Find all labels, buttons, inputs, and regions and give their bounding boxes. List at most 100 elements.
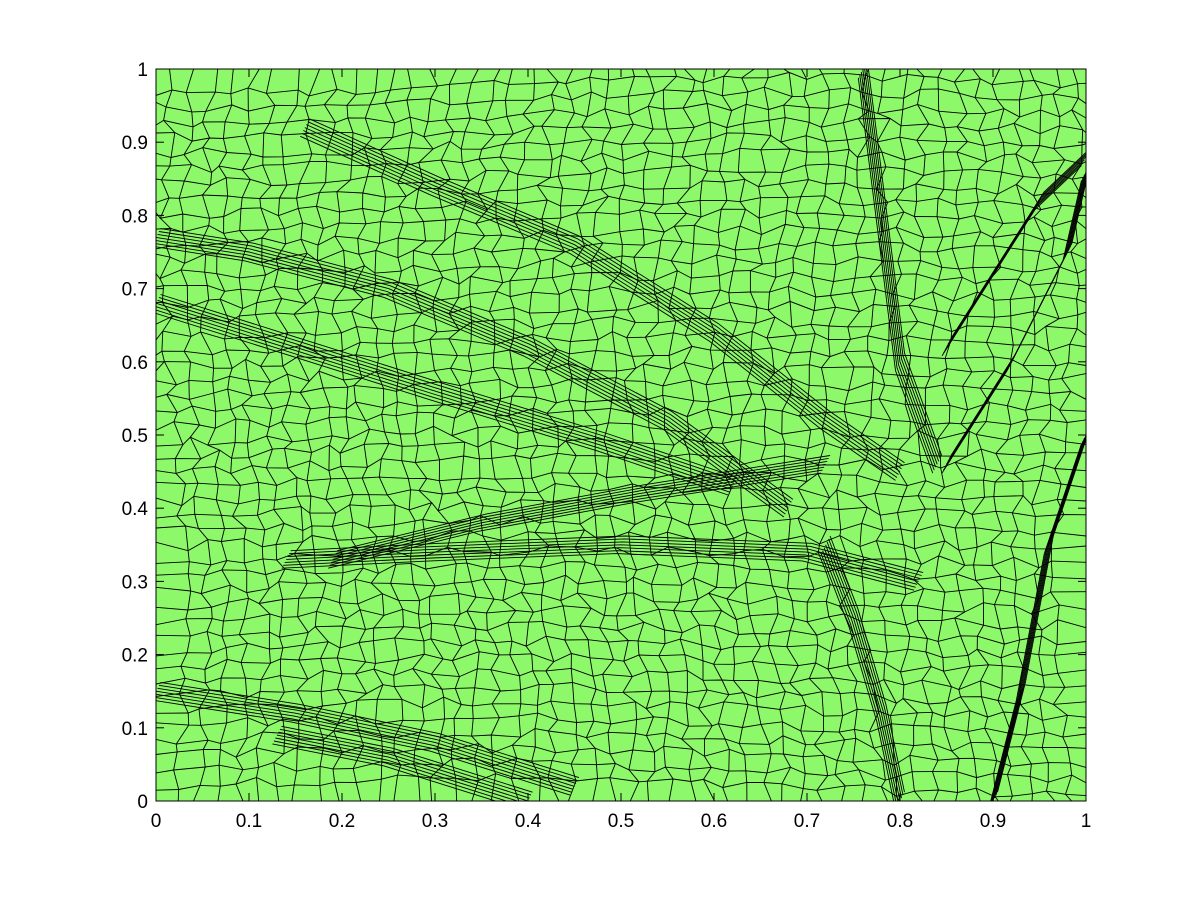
mesh-column-line [662, 69, 697, 801]
feature-ridge-5 [160, 294, 738, 478]
y-tick-label: 0.8 [122, 206, 148, 227]
mesh-column-line [273, 69, 309, 801]
feature-ridge-12 [860, 71, 937, 468]
mesh-column-line [293, 69, 329, 801]
feature-ridge-4 [329, 469, 823, 566]
x-tick-label: 0.2 [329, 811, 355, 832]
feature-ridge-8 [825, 544, 901, 801]
y-tick-label: 0.4 [122, 499, 149, 520]
feature-ridge-3 [284, 547, 918, 585]
mesh-column-line [508, 69, 541, 801]
mesh-column-line [971, 69, 1006, 801]
feature-ridge-2 [306, 124, 902, 470]
x-tick-label: 0.7 [794, 811, 820, 832]
plot-area [156, 69, 1086, 801]
feature-ridge-1 [157, 233, 791, 506]
mesh-column-line [603, 69, 640, 801]
mesh-feature-lines [156, 69, 1086, 801]
feature-ridge-7 [156, 697, 572, 793]
feature-ridge-7 [158, 684, 578, 781]
feature-ridge-3 [281, 553, 915, 591]
mesh-column-line [159, 69, 192, 801]
feature-ridge-12 [867, 69, 943, 456]
mesh-column-line [198, 69, 231, 801]
feature-ridge-9 [995, 436, 1086, 796]
mesh-column-line [391, 69, 426, 801]
mesh-column-line [527, 69, 560, 801]
feature-ridge-5 [156, 312, 729, 496]
feature-ridge-6 [278, 731, 530, 799]
feature-ridge-4 [337, 455, 831, 552]
mesh-column-line [429, 69, 463, 801]
y-tick-label: 0 [137, 792, 148, 813]
mesh-column-line [238, 69, 271, 801]
feature-ridge-8 [823, 547, 899, 801]
feature-ridge-9 [990, 443, 1082, 801]
mesh-column-line [797, 69, 830, 801]
x-tick-label: 1 [1081, 811, 1092, 832]
feature-ridge-2 [309, 118, 905, 464]
feature-ridge-6 [275, 737, 519, 801]
feature-ridge-1 [160, 228, 794, 500]
feature-ridge-5 [156, 309, 730, 493]
mesh-column-line [412, 69, 446, 801]
x-tick-label: 0.5 [608, 811, 634, 832]
y-tick-label: 0.7 [122, 280, 148, 301]
mesh-column-line [780, 69, 810, 801]
mesh-column-line [642, 69, 678, 801]
feature-ridge-9 [992, 434, 1086, 801]
feature-ridge-11 [950, 151, 1086, 339]
x-tick-label: 0.4 [515, 811, 542, 832]
feature-ridge-8 [829, 535, 905, 793]
mesh-column-line [178, 69, 213, 801]
x-tick-label: 0.6 [701, 811, 727, 832]
feature-ridge-9 [994, 435, 1086, 799]
feature-ridge-8 [822, 550, 897, 801]
x-tick-label: 0.9 [980, 811, 1006, 832]
feature-ridge-7 [156, 693, 574, 790]
y-tick-label: 0.2 [122, 646, 148, 667]
feature-ridge-2 [300, 135, 896, 481]
feature-ridge-4 [334, 460, 828, 557]
feature-ridge-12 [862, 69, 938, 465]
feature-ridge-5 [156, 302, 733, 487]
mesh-column-line [721, 69, 755, 801]
feature-ridge-1 [156, 246, 785, 518]
feature-ridge-8 [820, 553, 895, 801]
y-tick-label: 0.5 [122, 426, 148, 447]
x-tick-label: 0 [151, 811, 162, 832]
feature-ridge-2 [304, 127, 901, 472]
feature-ridge-1 [158, 231, 792, 503]
feature-ridge-12 [866, 69, 941, 459]
mesh-column-line [313, 69, 347, 801]
mesh-column-line [739, 69, 772, 801]
mesh-column-line [990, 69, 1026, 801]
mesh-column-line [488, 69, 522, 801]
mesh-column-line [623, 69, 656, 801]
feature-ridge-6 [279, 728, 532, 796]
mesh-column-line [681, 69, 715, 801]
mesh-column-line [255, 69, 286, 801]
mesh-column-line [817, 69, 852, 801]
mesh-column-line [895, 69, 930, 801]
x-tick-label: 0.1 [236, 811, 262, 832]
mesh-column-line [370, 69, 404, 801]
feature-ridge-8 [828, 538, 904, 796]
feature-ridge-6 [272, 743, 498, 801]
feature-ridge-9 [991, 437, 1085, 801]
mesh-column-line [544, 69, 579, 801]
y-tick-label: 0.3 [122, 572, 148, 593]
mesh-column-line [331, 69, 368, 801]
feature-ridge-7 [160, 681, 580, 779]
feature-ridge-4 [335, 457, 829, 555]
mesh-column-line [874, 69, 909, 801]
feature-ridge-5 [157, 299, 735, 484]
feature-ridge-1 [156, 236, 789, 509]
y-tick-label: 0.6 [122, 353, 148, 374]
feature-ridge-12 [857, 77, 934, 474]
feature-ridge-6 [276, 734, 529, 801]
feature-ridge-5 [158, 296, 736, 481]
feature-ridge-3 [283, 550, 916, 588]
feature-ridge-9 [991, 440, 1084, 801]
feature-ridge-6 [281, 725, 533, 793]
